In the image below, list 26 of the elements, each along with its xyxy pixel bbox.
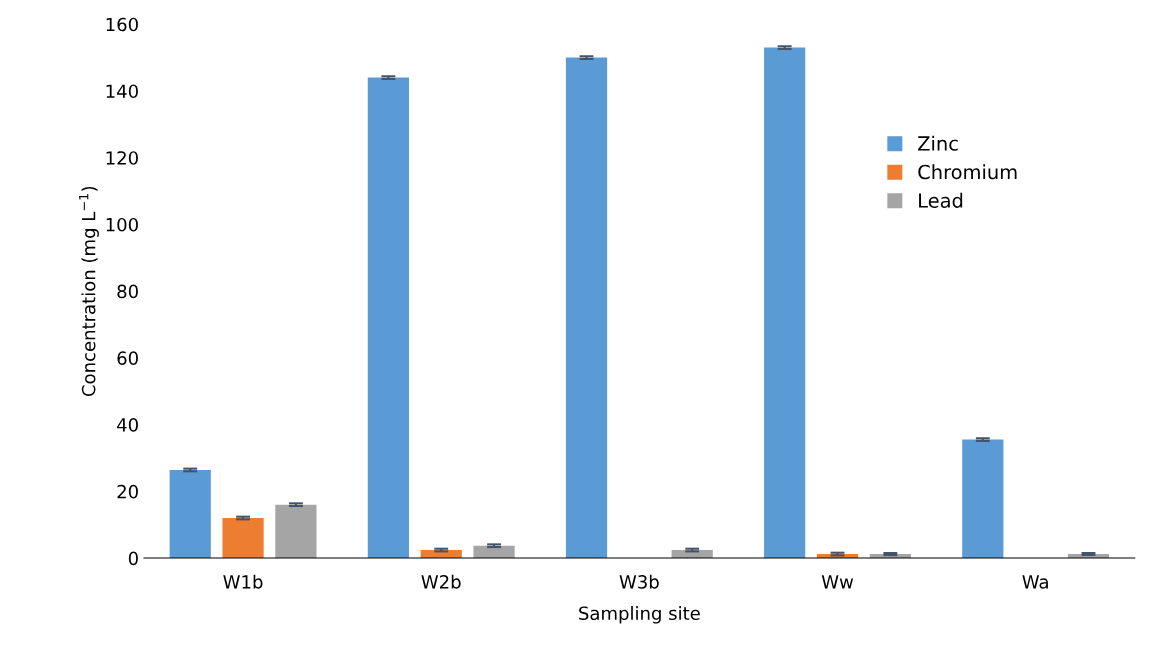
y-tick-label: 140 (106, 84, 138, 99)
bar (169, 469, 211, 559)
y-axis-title: Concentration (mg L$^{−1}$) (79, 186, 99, 397)
bar (962, 439, 1004, 559)
y-tick-label: 100 (106, 217, 138, 232)
y-tick-label: 0 (128, 551, 138, 566)
legend-label: Zinc (918, 135, 958, 151)
y-tick-label: 60 (117, 351, 138, 365)
x-tick-label: W3b (619, 574, 659, 589)
bar (367, 77, 409, 559)
bar (565, 57, 608, 559)
legend-label: Chromium (918, 164, 1017, 180)
x-axis-title: Sampling site (579, 606, 700, 624)
x-tick-label: Ww (821, 575, 854, 589)
y-tick-label: 160 (106, 17, 138, 32)
x-tick-label: W2b (421, 574, 461, 589)
y-tick-label: 40 (117, 418, 138, 432)
y-tick-label: 80 (117, 284, 138, 299)
bar (222, 518, 264, 559)
y-tick-label: 120 (106, 151, 138, 165)
x-tick-label: W1b (223, 574, 263, 589)
bar (764, 47, 806, 559)
y-tick-label: 20 (117, 484, 138, 499)
x-tick-label: Wa (1022, 575, 1048, 589)
legend-label: Lead (919, 192, 963, 208)
bar (275, 504, 317, 559)
